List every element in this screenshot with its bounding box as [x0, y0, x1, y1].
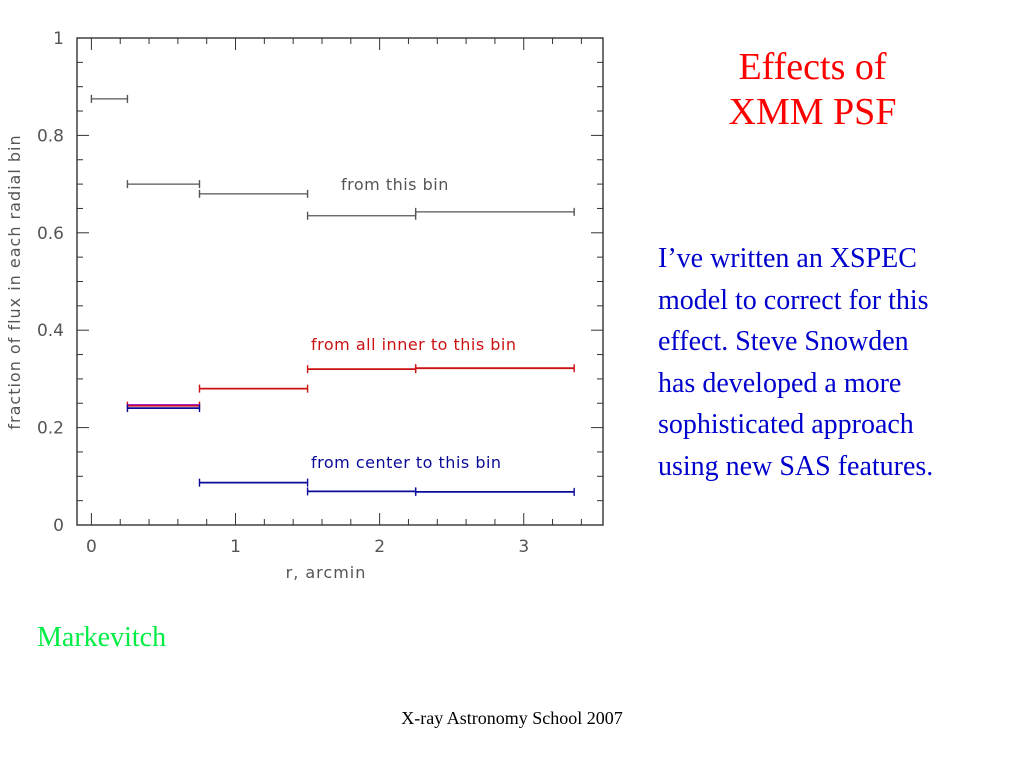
y-axis-label: fraction of flux in each radial bin	[5, 134, 24, 429]
x-tick-label: 2	[374, 537, 385, 557]
slide-body-text: I’ve written an XSPEC model to correct f…	[658, 238, 1008, 487]
annotation-from-all-inner: from all inner to this bin	[311, 335, 517, 354]
annotation-from-center: from center to this bin	[311, 453, 502, 472]
slide-footer: X-ray Astronomy School 2007	[401, 708, 623, 728]
body-line: I’ve written an XSPEC	[658, 243, 917, 274]
series-layer	[90, 94, 575, 496]
y-tick-label: 0.2	[37, 419, 64, 439]
plot-frame	[76, 37, 604, 526]
x-axis-label: r, arcmin	[286, 563, 367, 582]
tick-labels: 0 1 2 3 0 0.2 0.4 0.6 0.8 1	[37, 29, 529, 557]
x-tick-label: 3	[518, 537, 529, 557]
body-line: has developed a more	[658, 367, 902, 399]
body-line: using new SAS features.	[658, 450, 934, 482]
slide-title-line: Effects of	[738, 46, 887, 88]
y-tick-label: 0.4	[37, 321, 64, 341]
body-line: effect. Steve Snowden	[658, 326, 909, 357]
author-credit: Markevitch	[37, 622, 167, 653]
x-tick-label: 1	[230, 537, 241, 557]
body-line: model to correct for this	[658, 284, 929, 316]
flux-fraction-chart: 0 1 2 3 0 0.2 0.4 0.6 0.8 1 r, arcmin fraction of…	[5, 29, 604, 582]
x-tick-label: 0	[86, 537, 97, 557]
y-tick-label: 1	[53, 29, 64, 49]
annotation-from-this-bin: from this bin	[341, 175, 449, 194]
y-tick-label: 0	[53, 516, 64, 536]
slide-title: Effects of XMM PSF	[690, 45, 935, 135]
tick-marks	[77, 37, 603, 526]
y-tick-label: 0.8	[37, 126, 64, 146]
y-tick-label: 0.6	[37, 224, 64, 244]
slide-title-line: XMM PSF	[728, 91, 897, 133]
body-line: sophisticated approach	[658, 409, 914, 440]
